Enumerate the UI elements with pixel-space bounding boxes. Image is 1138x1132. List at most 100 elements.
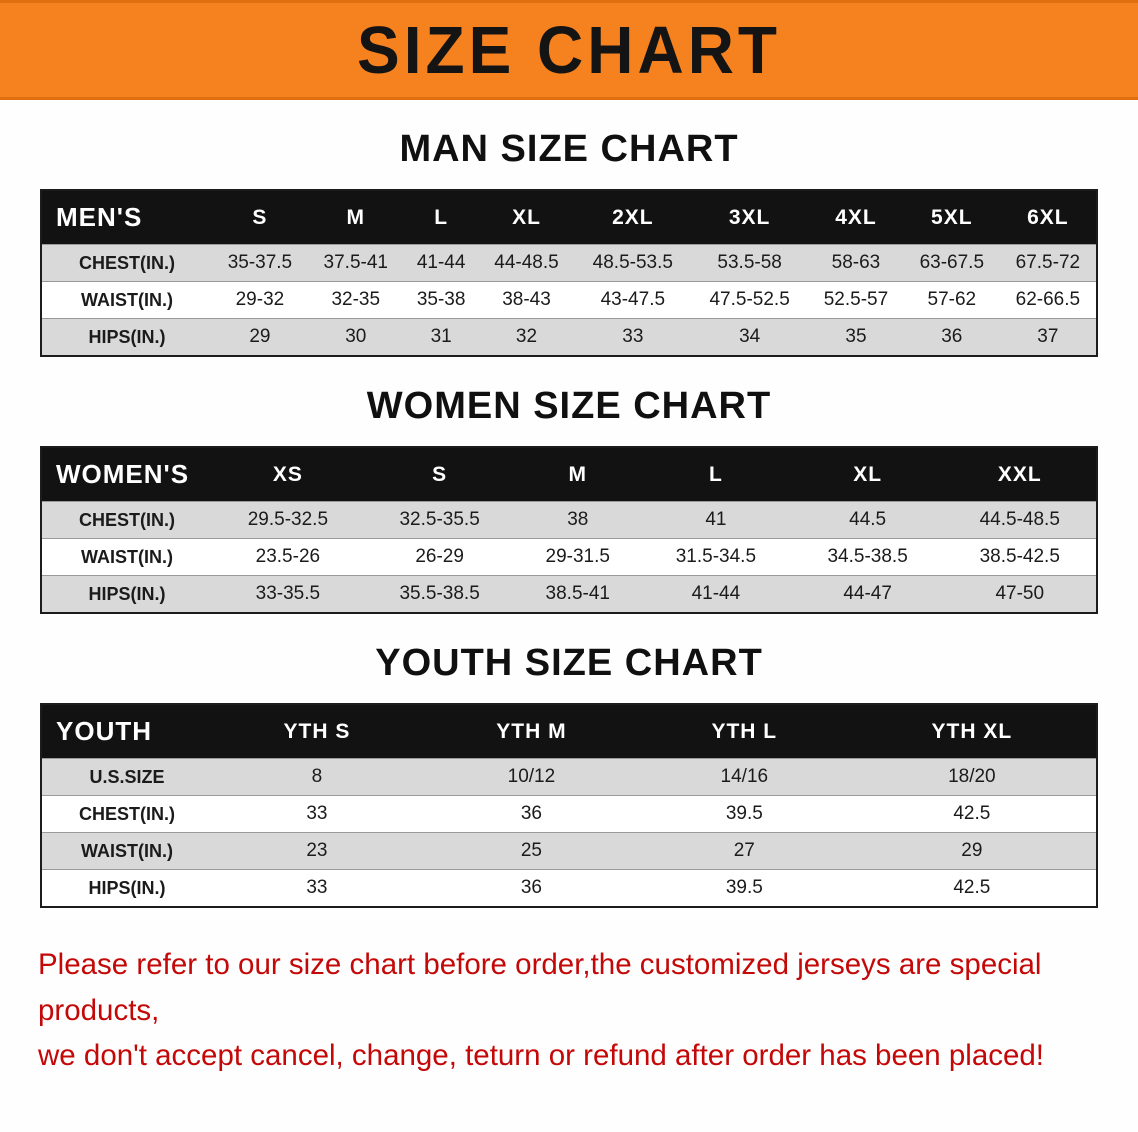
size-value: 35-38 [416, 289, 466, 310]
size-column-header: 6XL [999, 190, 1097, 245]
size-value: 29-32 [235, 289, 285, 310]
man-size-section: MAN SIZE CHART MEN'S S M L XL 2XL 3XL 4XL 5XL 6XL… [0, 128, 1138, 357]
size-value: 33 [306, 877, 328, 898]
disclaimer-note: Please refer to our size chart before or… [38, 942, 1100, 1079]
size-value: 10/12 [507, 766, 556, 787]
size-value: 38.5-42.5 [979, 546, 1060, 567]
size-column-header: M [307, 190, 404, 245]
size-column-header: XL [791, 447, 944, 502]
size-column-header: S [212, 190, 308, 245]
size-value: 35-37.5 [227, 252, 293, 273]
size-column-header: YTH M [421, 704, 641, 759]
size-value: 32 [515, 326, 538, 347]
table-header-row: YOUTH YTH S YTH M YTH L YTH XL [41, 704, 1097, 759]
size-value: 29 [249, 326, 271, 347]
youth-size-heading: YOUTH SIZE CHART [375, 642, 763, 684]
banner: SIZE CHART [0, 0, 1138, 100]
row-label: HIPS(IN.) [88, 877, 166, 898]
size-column-header: M [515, 447, 641, 502]
women-size-section: WOMEN SIZE CHART WOMEN'S XS S M L XL XXL CHEST(… [0, 385, 1138, 614]
man-size-table: MEN'S S M L XL 2XL 3XL 4XL 5XL 6XL CHEST(IN.) 35-37… [40, 189, 1098, 357]
table-row: CHEST(IN.) 33 36 39.5 42.5 [41, 795, 1097, 833]
size-value: 34.5-38.5 [827, 546, 908, 567]
table-row: WAIST(IN.) 23.5-26 26-29 29-31.5 31.5-34.5 34… [41, 538, 1097, 576]
table-row: WAIST(IN.) 29-32 32-35 35-38 38-43 43-47.5 47.… [41, 281, 1097, 319]
size-value: 42.5 [953, 877, 991, 898]
youth-size-table: YOUTH YTH S YTH M YTH L YTH XL U.S.SIZE 8 10/12… [40, 703, 1098, 908]
size-value: 35.5-38.5 [399, 583, 480, 604]
size-value: 33 [622, 326, 644, 347]
size-value: 38 [567, 509, 589, 530]
size-value: 29 [961, 840, 983, 861]
size-value: 41-44 [691, 583, 741, 604]
size-value: 27 [733, 840, 755, 861]
table-header-row: MEN'S S M L XL 2XL 3XL 4XL 5XL 6XL [41, 190, 1097, 245]
table-row: HIPS(IN.) 33-35.5 35.5-38.5 38.5-41 41-44 44-… [41, 575, 1097, 613]
table-row: CHEST(IN.) 29.5-32.5 32.5-35.5 38 41 44.5 44.5… [41, 501, 1097, 539]
size-value: 38.5-41 [545, 583, 610, 604]
size-value: 48.5-53.5 [592, 252, 673, 273]
size-value: 30 [345, 326, 367, 347]
size-value: 44.5-48.5 [979, 509, 1060, 530]
table-title-cell: MEN'S [41, 190, 212, 245]
size-value: 31 [430, 326, 452, 347]
table-title-cell: YOUTH [41, 704, 212, 759]
size-value: 36 [941, 326, 963, 347]
size-value: 34 [739, 326, 761, 347]
size-value: 29-31.5 [545, 546, 610, 567]
row-label: U.S.SIZE [89, 766, 165, 787]
table-row: CHEST(IN.) 35-37.5 37.5-41 41-44 44-48.5 48.5… [41, 244, 1097, 282]
size-value: 44-47 [843, 583, 892, 604]
table-row: U.S.SIZE 8 10/12 14/16 18/20 [41, 758, 1097, 796]
size-value: 57-62 [927, 289, 977, 310]
size-value: 39.5 [725, 803, 763, 824]
size-column-header: 4XL [808, 190, 904, 245]
size-value: 67.5-72 [1015, 252, 1081, 273]
row-label: HIPS(IN.) [88, 583, 166, 604]
size-value: 36 [520, 803, 542, 824]
size-column-header: S [363, 447, 516, 502]
size-value: 18/20 [948, 766, 996, 787]
table-header-row: WOMEN'S XS S M L XL XXL [41, 447, 1097, 502]
row-label: CHEST(IN.) [79, 803, 175, 824]
size-column-header: 5XL [903, 190, 1000, 245]
row-label: WAIST(IN.) [81, 289, 173, 310]
size-value: 47.5-52.5 [709, 289, 790, 310]
size-value: 41 [705, 509, 727, 530]
size-column-header: XL [478, 190, 575, 245]
size-value: 33 [306, 803, 328, 824]
size-value: 44.5 [849, 509, 887, 530]
size-value: 32.5-35.5 [399, 509, 480, 530]
size-value: 26-29 [415, 546, 464, 567]
women-size-table: WOMEN'S XS S M L XL XXL CHEST(IN.) 29.5-32.5 32.5… [40, 446, 1098, 614]
youth-size-section: YOUTH SIZE CHART YOUTH YTH S YTH M YTH L YTH… [0, 642, 1138, 908]
banner-title: SIZE CHART [357, 12, 781, 88]
size-column-header: YTH S [212, 704, 422, 759]
size-value: 53.5-58 [717, 252, 782, 273]
row-label: CHEST(IN.) [79, 509, 175, 530]
size-value: 43-47.5 [600, 289, 666, 310]
size-value: 47-50 [995, 583, 1045, 604]
content: MAN SIZE CHART MEN'S S M L XL 2XL 3XL 4XL 5XL 6XL… [0, 128, 1138, 1079]
size-value: 29.5-32.5 [247, 509, 329, 530]
size-value: 37 [1037, 326, 1059, 347]
size-column-header: XS [212, 447, 364, 502]
size-value: 36 [520, 877, 542, 898]
size-column-header: 3XL [691, 190, 809, 245]
size-value: 52.5-57 [823, 289, 889, 310]
table-row: WAIST(IN.) 23 25 27 29 [41, 832, 1097, 870]
size-value: 37.5-41 [323, 252, 388, 273]
size-value: 31.5-34.5 [675, 546, 757, 567]
size-value: 62-66.5 [1015, 289, 1081, 310]
size-column-header: YTH L [640, 704, 848, 759]
row-label: HIPS(IN.) [88, 326, 166, 347]
size-value: 23 [306, 840, 328, 861]
size-column-header: 2XL [574, 190, 692, 245]
table-row: HIPS(IN.) 29 30 31 32 33 34 35 36 37 [41, 318, 1097, 356]
table-title-cell: WOMEN'S [41, 447, 212, 502]
size-column-header: L [640, 447, 792, 502]
size-value: 14/16 [720, 766, 769, 787]
table-row: HIPS(IN.) 33 36 39.5 42.5 [41, 869, 1097, 907]
size-value: 23.5-26 [255, 546, 321, 567]
